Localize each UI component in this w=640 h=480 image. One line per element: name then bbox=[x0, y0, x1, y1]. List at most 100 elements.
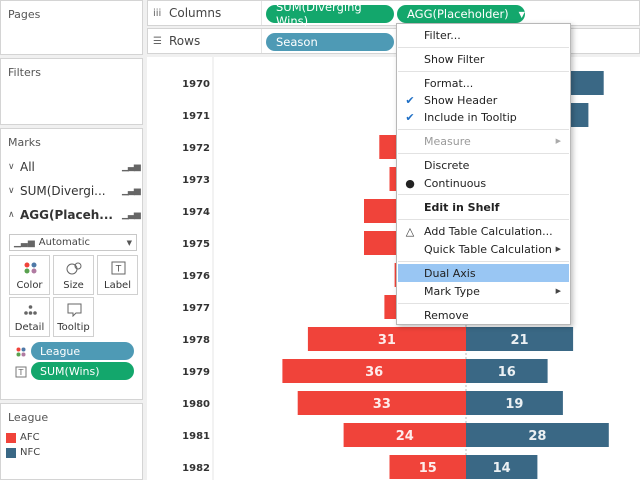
menu-separator bbox=[398, 71, 569, 72]
menu-item-label: Edit in Shelf bbox=[424, 200, 500, 214]
row-label-season: 1970 bbox=[182, 79, 210, 90]
chevron-down-icon[interactable]: ▼ bbox=[518, 9, 525, 19]
rows-shelf-label: ☰ Rows bbox=[148, 29, 262, 53]
bar-nfc[interactable] bbox=[466, 391, 563, 415]
menu-item-include-tooltip[interactable]: ✔ Include in Tooltip bbox=[398, 108, 569, 126]
row-label-season: 1973 bbox=[182, 175, 210, 186]
menu-item-show-filter[interactable]: Show Filter bbox=[398, 50, 569, 68]
submenu-arrow-icon: ▶ bbox=[555, 287, 561, 295]
menu-item-label: Show Header bbox=[424, 93, 498, 107]
svg-text:T: T bbox=[115, 265, 122, 275]
legend-label: NFC bbox=[20, 447, 41, 458]
marks-panel: Marks ∨ All ▁▃▅ ∨ SUM(Divergi... ▁▃▅ ∧ A… bbox=[0, 128, 143, 400]
menu-item-label: Add Table Calculation... bbox=[424, 224, 553, 238]
menu-item-quick-table-calc[interactable]: Quick Table Calculation ▶ bbox=[398, 240, 569, 258]
label-icon: T bbox=[111, 261, 126, 275]
menu-item-mark-type[interactable]: Mark Type ▶ bbox=[398, 282, 569, 300]
menu-item-label: Format... bbox=[424, 76, 474, 90]
color-card[interactable]: Color bbox=[9, 255, 50, 295]
marks-title: Marks bbox=[8, 136, 41, 149]
checkmark-icon: ✔ bbox=[405, 110, 415, 124]
chevron-down-icon: ▼ bbox=[126, 238, 132, 247]
marks-row-diverging[interactable]: ∨ SUM(Divergi... ▁▃▅ bbox=[1, 179, 142, 203]
bar-afc[interactable] bbox=[389, 455, 467, 479]
pill-label: SUM(Diverging Wins) bbox=[276, 0, 362, 28]
row-label-season: 1980 bbox=[182, 399, 210, 410]
bar-chart-icon: ▁▃▅ bbox=[14, 237, 35, 248]
bar-afc[interactable] bbox=[282, 359, 466, 383]
color-dots-icon bbox=[16, 347, 26, 357]
row-label-season: 1971 bbox=[182, 111, 210, 122]
bar-chart-icon: ▁▃▅ bbox=[122, 186, 141, 196]
bar-chart-icon: ▁▃▅ bbox=[122, 210, 141, 220]
season-pill[interactable]: Season bbox=[266, 33, 394, 51]
size-icon bbox=[66, 262, 82, 275]
pages-panel[interactable]: Pages bbox=[0, 0, 143, 55]
bar-afc[interactable] bbox=[307, 327, 466, 351]
mark-type-dropdown[interactable]: ▁▃▅ Automatic ▼ bbox=[9, 234, 137, 251]
bar-label-afc: 15 bbox=[419, 461, 437, 476]
legend-label: AFC bbox=[20, 432, 40, 443]
menu-item-edit-in-shelf[interactable]: Edit in Shelf bbox=[398, 198, 569, 216]
delta-icon: △ bbox=[405, 224, 415, 238]
menu-item-label: Mark Type bbox=[424, 284, 480, 298]
diverging-wins-pill[interactable]: SUM(Diverging Wins) bbox=[266, 0, 394, 28]
sum-wins-label-pill[interactable]: SUM(Wins) bbox=[31, 362, 134, 380]
bar-nfc[interactable] bbox=[466, 327, 574, 351]
detail-card[interactable]: Detail bbox=[9, 297, 50, 337]
menu-item-continuous[interactable]: ● Continuous bbox=[398, 174, 569, 192]
size-card-label: Size bbox=[63, 280, 84, 291]
label-card[interactable]: T Label bbox=[97, 255, 138, 295]
label-card-label: Label bbox=[104, 280, 131, 291]
menu-separator bbox=[398, 47, 569, 48]
bar-afc[interactable] bbox=[343, 423, 466, 447]
menu-separator bbox=[398, 219, 569, 220]
row-label-season: 1982 bbox=[182, 463, 210, 474]
bar-label-afc: 33 bbox=[373, 397, 391, 412]
color-card-label: Color bbox=[16, 280, 43, 291]
pill-label: Season bbox=[276, 35, 318, 49]
menu-item-show-header[interactable]: ✔ Show Header bbox=[398, 91, 569, 109]
menu-item-add-table-calc[interactable]: △ Add Table Calculation... bbox=[398, 222, 569, 240]
menu-item-dual-axis[interactable]: Dual Axis bbox=[398, 264, 569, 282]
menu-item-label: Remove bbox=[424, 308, 469, 322]
menu-separator bbox=[398, 194, 569, 195]
svg-text:T: T bbox=[18, 368, 24, 377]
placeholder-pill[interactable]: AGG(Placeholder) ▼ bbox=[397, 5, 525, 23]
bar-nfc[interactable] bbox=[466, 455, 538, 479]
bar-nfc[interactable] bbox=[466, 423, 609, 447]
league-color-pill[interactable]: League bbox=[31, 342, 134, 360]
legend-item-afc[interactable]: AFC bbox=[6, 432, 40, 443]
size-card[interactable]: Size bbox=[53, 255, 94, 295]
bar-afc[interactable] bbox=[297, 391, 466, 415]
marks-row-all[interactable]: ∨ All ▁▃▅ bbox=[1, 155, 142, 179]
legend-panel: League AFC NFC bbox=[0, 403, 143, 480]
menu-item-label: Discrete bbox=[424, 158, 470, 172]
menu-item-format[interactable]: Format... bbox=[398, 74, 569, 92]
legend-item-nfc[interactable]: NFC bbox=[6, 447, 40, 458]
bar-label-afc: 24 bbox=[396, 429, 414, 444]
menu-item-label: Measure bbox=[424, 134, 471, 148]
row-label-season: 1981 bbox=[182, 431, 210, 442]
menu-item-remove[interactable]: Remove bbox=[398, 306, 569, 324]
menu-item-discrete[interactable]: Discrete bbox=[398, 156, 569, 174]
menu-item-label: Filter... bbox=[424, 28, 461, 42]
bar-label-nfc: 21 bbox=[511, 333, 529, 348]
bar-nfc[interactable] bbox=[466, 359, 548, 383]
bar-chart-icon: ▁▃▅ bbox=[122, 162, 141, 172]
bar-label-nfc: 16 bbox=[498, 365, 516, 380]
filters-panel[interactable]: Filters bbox=[0, 58, 143, 125]
legend-swatch bbox=[6, 447, 16, 458]
row-label-season: 1975 bbox=[182, 239, 210, 250]
columns-shelf[interactable]: iii Columns SUM(Diverging Wins) AGG(Plac… bbox=[147, 0, 640, 28]
bar-label-afc: 36 bbox=[365, 365, 383, 380]
columns-label-text: Columns bbox=[169, 6, 222, 20]
menu-separator bbox=[398, 261, 569, 262]
columns-shelf-label: iii Columns bbox=[148, 1, 262, 25]
menu-item-label: Dual Axis bbox=[424, 266, 476, 280]
tooltip-card[interactable]: Tooltip bbox=[53, 297, 94, 337]
marks-row-placeholder[interactable]: ∧ AGG(Placeh... ▁▃▅ bbox=[1, 203, 142, 227]
chevron-down-icon: ∨ bbox=[8, 162, 15, 172]
menu-item-filter[interactable]: Filter... bbox=[398, 26, 569, 44]
legend-title: League bbox=[8, 411, 49, 424]
